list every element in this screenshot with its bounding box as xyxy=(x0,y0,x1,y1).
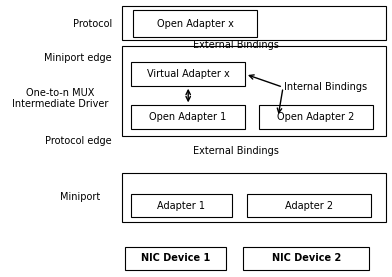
FancyBboxPatch shape xyxy=(125,247,226,270)
Text: Protocol edge: Protocol edge xyxy=(45,136,112,146)
Text: Adapter 2: Adapter 2 xyxy=(285,201,333,211)
Text: Open Adapter 1: Open Adapter 1 xyxy=(149,112,227,122)
Text: One-to-n MUX
Intermediate Driver: One-to-n MUX Intermediate Driver xyxy=(11,88,108,109)
FancyBboxPatch shape xyxy=(243,247,369,270)
FancyBboxPatch shape xyxy=(122,173,386,222)
FancyBboxPatch shape xyxy=(131,105,245,129)
Text: NIC Device 1: NIC Device 1 xyxy=(141,253,210,263)
Text: Open Adapter 2: Open Adapter 2 xyxy=(277,112,355,122)
Text: External Bindings: External Bindings xyxy=(192,146,278,156)
FancyBboxPatch shape xyxy=(122,6,386,40)
Text: Miniport edge: Miniport edge xyxy=(44,53,112,63)
Text: External Bindings: External Bindings xyxy=(192,40,278,50)
Text: Adapter 1: Adapter 1 xyxy=(158,201,205,211)
FancyBboxPatch shape xyxy=(131,62,245,86)
Text: Internal Bindings: Internal Bindings xyxy=(284,82,367,92)
Text: Open Adapter x: Open Adapter x xyxy=(157,19,234,29)
FancyBboxPatch shape xyxy=(259,105,373,129)
Text: Virtual Adapter x: Virtual Adapter x xyxy=(147,69,229,79)
Text: Protocol: Protocol xyxy=(73,19,112,29)
FancyBboxPatch shape xyxy=(131,194,232,217)
Text: Miniport: Miniport xyxy=(60,192,100,202)
FancyBboxPatch shape xyxy=(247,194,371,217)
FancyBboxPatch shape xyxy=(133,10,257,37)
Text: NIC Device 2: NIC Device 2 xyxy=(272,253,341,263)
FancyBboxPatch shape xyxy=(122,46,386,136)
